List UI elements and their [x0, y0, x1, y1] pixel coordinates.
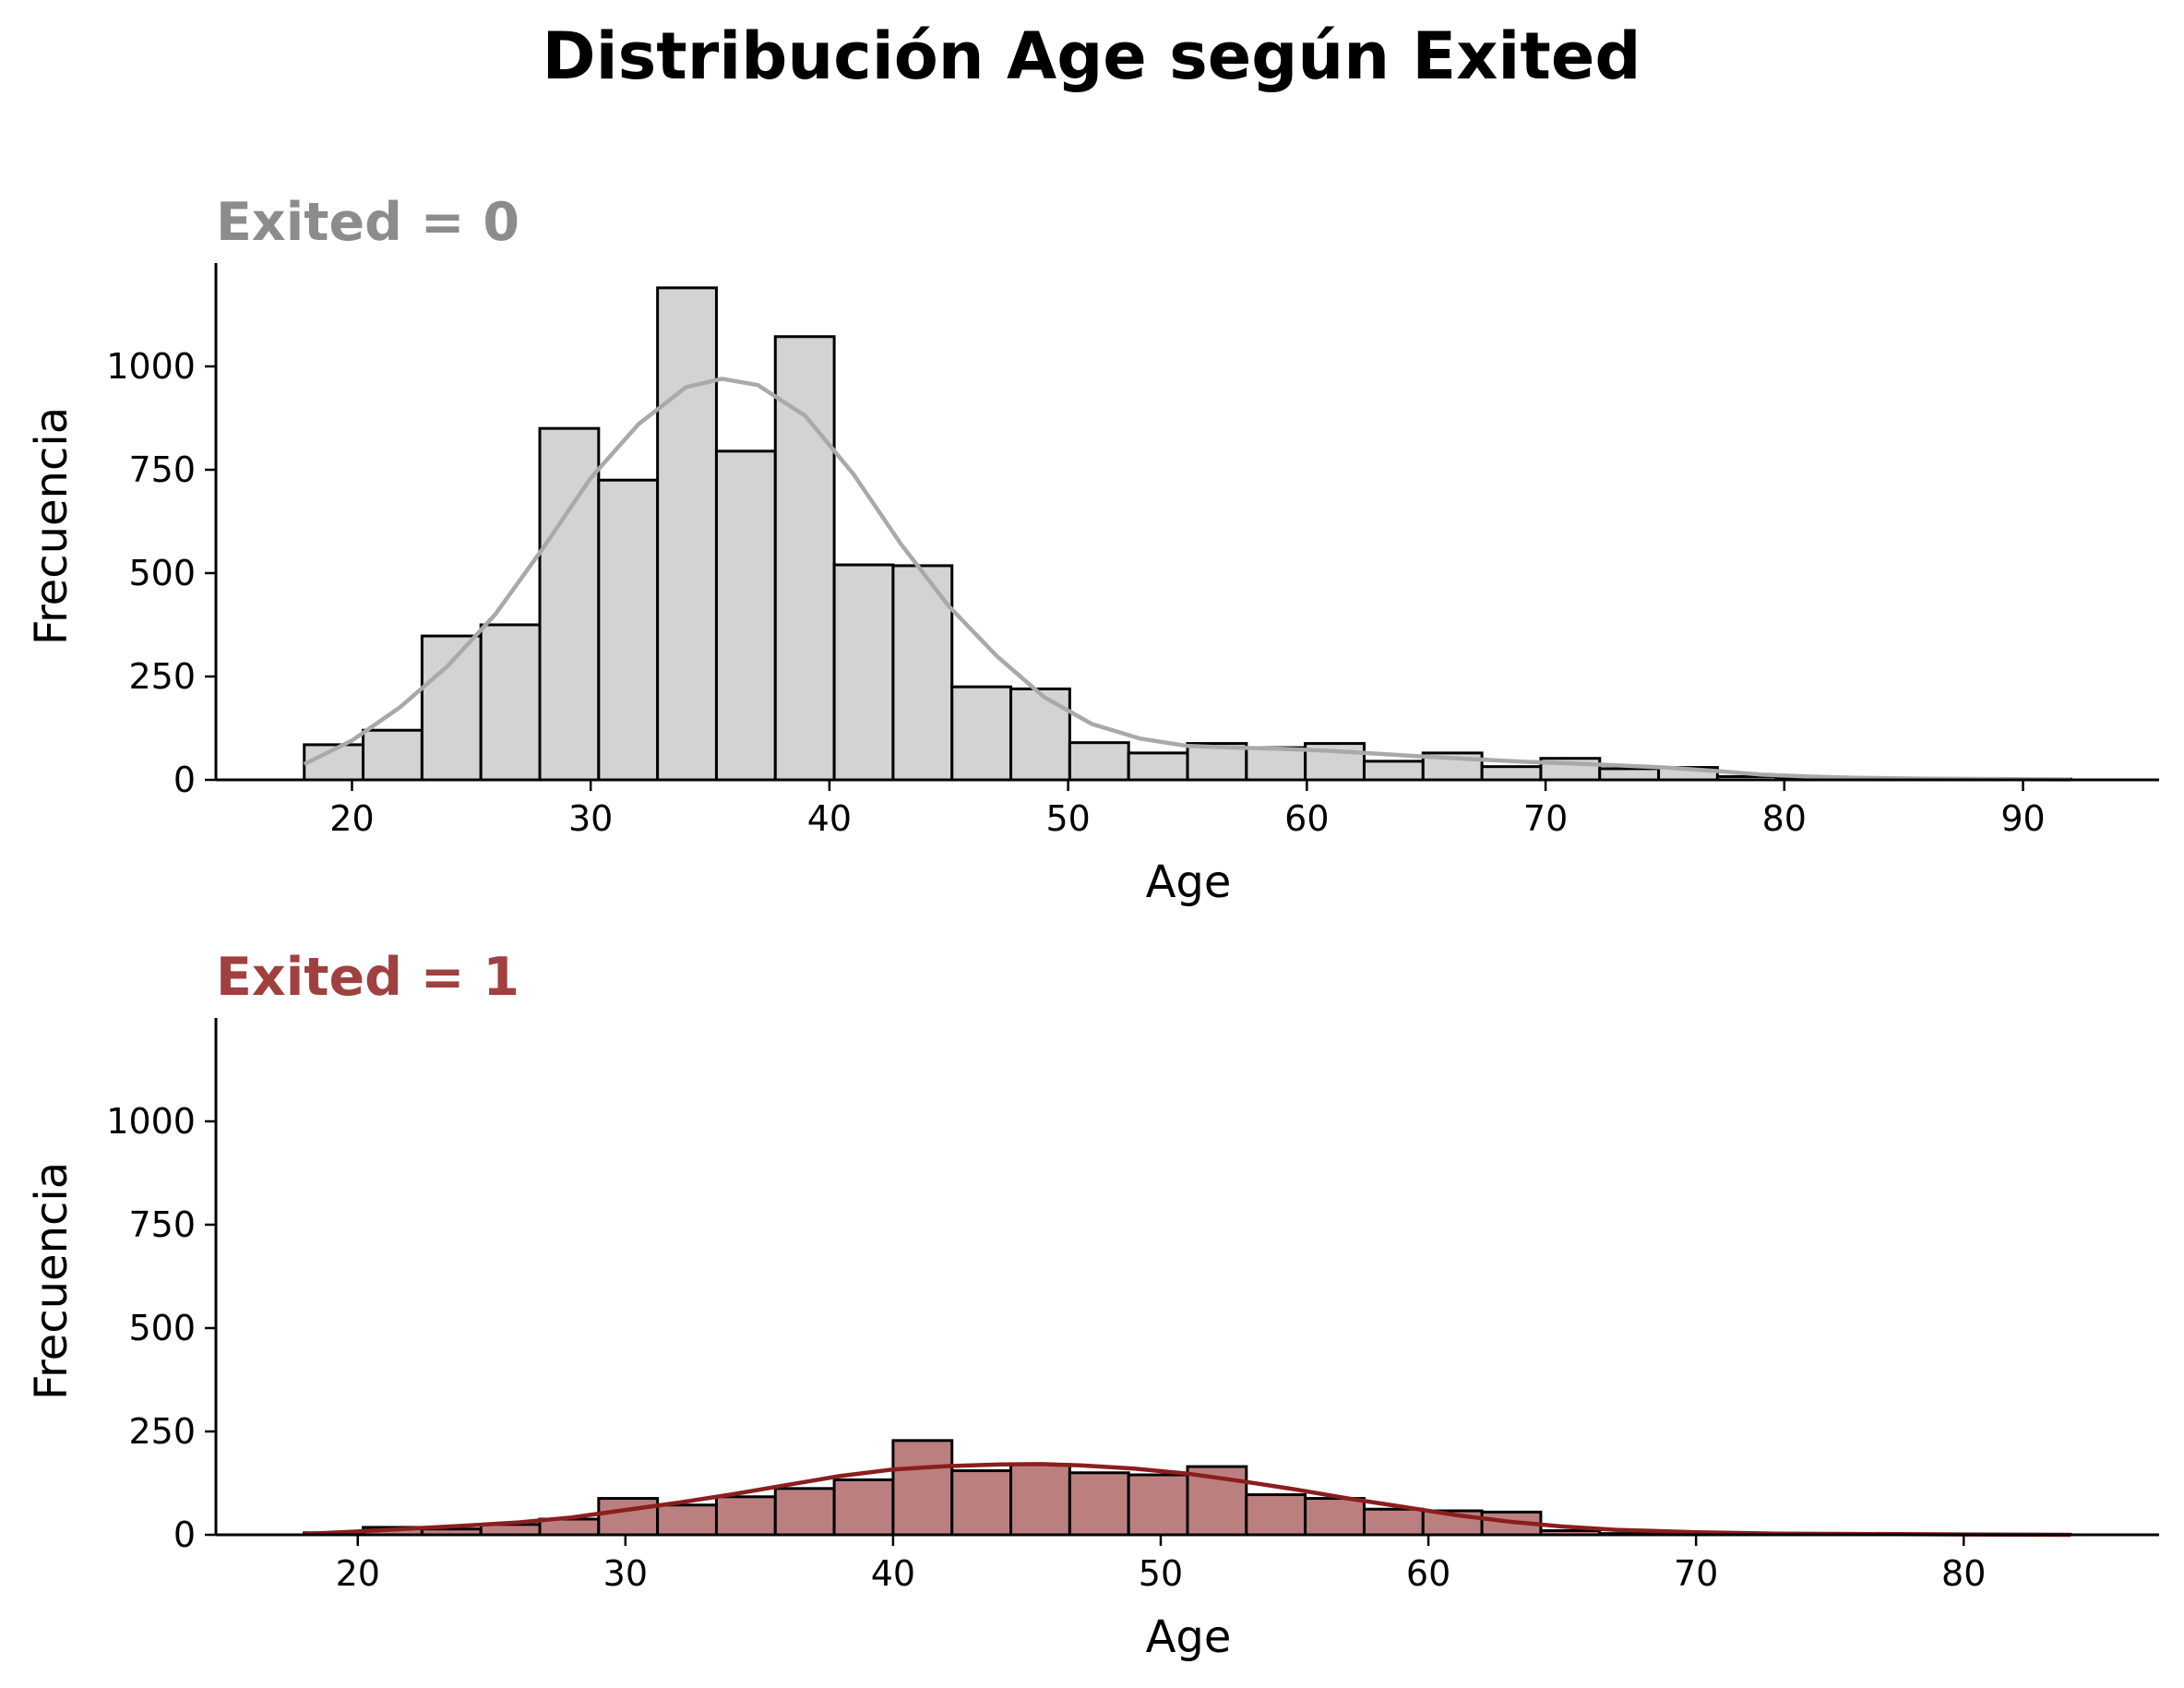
- bars: [303, 1439, 2072, 1537]
- x-tick-label: 60: [1284, 798, 1329, 839]
- panel-title: Exited = 1: [216, 947, 519, 1008]
- histogram-bar: [1245, 1493, 1307, 1537]
- histogram-bar: [1304, 1497, 1366, 1537]
- histogram-bar: [656, 1503, 718, 1537]
- histogram-bar: [832, 563, 895, 782]
- y-tick-label: 750: [128, 449, 196, 490]
- histogram-bar: [950, 1469, 1013, 1537]
- y-tick-label: 750: [128, 1204, 196, 1245]
- panel-exited-0: Exited = 0 20 30 40 50 60 70 80 90 0 250 500 750 100…: [26, 192, 2159, 908]
- x-tick-label: 50: [1045, 798, 1090, 839]
- x-tick-label: 50: [1139, 1553, 1183, 1594]
- panel-exited-1: Exited = 1 20 30 40 50 60 70 8002505007501000 …: [26, 947, 2159, 1663]
- x-tick-label: 40: [871, 1553, 915, 1594]
- histogram-bar: [714, 449, 777, 782]
- histogram-bar: [1598, 767, 1661, 782]
- histogram-bar: [1068, 1471, 1130, 1537]
- x-tick-label: 60: [1406, 1553, 1450, 1594]
- y-tick-label: 0: [173, 1514, 196, 1555]
- y-axis-label: Frecuencia: [26, 1162, 78, 1400]
- histogram-bar: [1009, 687, 1071, 782]
- panel-title: Exited = 0: [216, 192, 519, 253]
- y-tick-label: 250: [128, 656, 196, 697]
- bars: [303, 286, 2072, 782]
- histogram-bar: [773, 1487, 836, 1537]
- histogram-bar: [1127, 1473, 1189, 1537]
- kde-line: [303, 377, 2071, 782]
- histogram-bar: [891, 564, 954, 782]
- histogram-bar: [832, 1478, 895, 1537]
- x-tick-label: 80: [1762, 798, 1807, 839]
- y-tick-label: 1000: [106, 346, 196, 387]
- y-tick-label: 0: [173, 760, 196, 800]
- y-tick-label: 1000: [106, 1101, 196, 1142]
- histogram-bar: [597, 478, 660, 782]
- x-axis-label: Age: [1146, 1611, 1232, 1663]
- y-tick-label: 500: [128, 1308, 196, 1348]
- x-axis-label: Age: [1146, 856, 1232, 908]
- histogram-bar: [1009, 1463, 1071, 1537]
- histogram-bar: [1362, 1507, 1425, 1537]
- histogram-bar: [1245, 746, 1307, 782]
- x-tick-label: 30: [568, 798, 613, 839]
- histogram-bar: [1068, 741, 1130, 782]
- histogram-bar: [1480, 765, 1543, 782]
- x-tick-label: 90: [2000, 798, 2045, 839]
- histogram-bar: [714, 1495, 777, 1537]
- x-tick-label: 20: [336, 1553, 380, 1594]
- x-tick-label: 30: [603, 1553, 648, 1594]
- histogram-bar: [597, 1497, 660, 1537]
- histogram-bar: [656, 286, 718, 782]
- histogram-bar: [479, 623, 542, 782]
- x-tick-label: 80: [1941, 1553, 1986, 1594]
- y-axis-label: Frecuencia: [26, 407, 78, 645]
- axes: 20 30 40 50 60 70 80 90 0 250 500 750 1000: [106, 263, 2159, 839]
- histogram-bar: [1127, 751, 1189, 782]
- x-tick-label: 40: [807, 798, 852, 839]
- histogram-bar: [1362, 760, 1425, 782]
- histogram-bar: [891, 1439, 954, 1537]
- histogram-bar: [420, 634, 483, 782]
- axes: 20 30 40 50 60 70 80 0 250 500 750 1000: [106, 1018, 2159, 1594]
- x-tick-label: 20: [329, 798, 374, 839]
- y-tick-label: 500: [128, 553, 196, 593]
- histogram-bar: [950, 685, 1013, 782]
- x-tick-label: 70: [1523, 798, 1568, 839]
- x-tick-label: 70: [1674, 1553, 1718, 1594]
- kde-line: [304, 1462, 2071, 1538]
- histogram-bar: [538, 426, 601, 782]
- histogram-bar: [362, 728, 424, 782]
- y-tick-label: 250: [128, 1411, 196, 1452]
- figure-title: Distribución Age según Exited: [543, 18, 1641, 94]
